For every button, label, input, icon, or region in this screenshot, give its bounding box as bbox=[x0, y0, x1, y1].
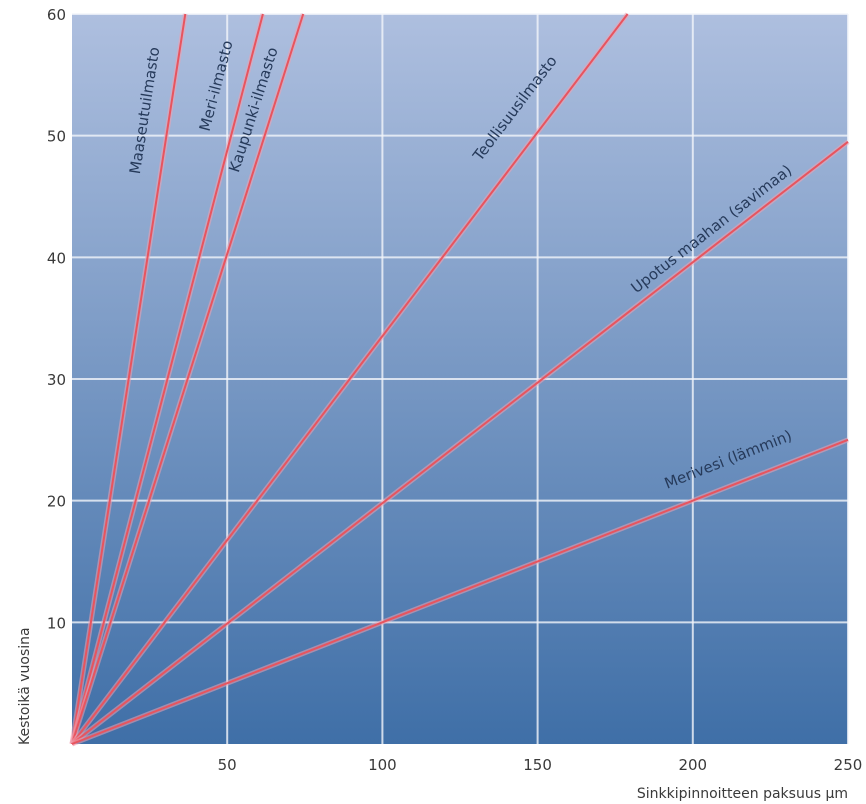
y-tick-label-5: 60 bbox=[47, 6, 66, 24]
y-axis-ticks: 10 20 30 40 50 60 bbox=[47, 6, 66, 632]
x-tick-label-0: 50 bbox=[218, 756, 237, 774]
x-tick-label-3: 200 bbox=[678, 756, 707, 774]
y-tick-label-2: 30 bbox=[47, 371, 66, 389]
y-tick-label-1: 20 bbox=[47, 493, 66, 511]
x-tick-label-4: 250 bbox=[834, 756, 863, 774]
y-axis-label: Kestoikä vuosina bbox=[17, 627, 33, 745]
series-line-5 bbox=[71, 438, 849, 745]
y-tick-label-3: 40 bbox=[47, 249, 66, 267]
x-axis-ticks: 50 100 150 200 250 bbox=[218, 756, 863, 774]
series-line-0 bbox=[71, 13, 187, 745]
y-tick-label-4: 50 bbox=[47, 128, 66, 146]
series-line-1 bbox=[71, 13, 264, 745]
series-line-2 bbox=[71, 13, 305, 745]
series-line-4 bbox=[71, 141, 849, 745]
x-tick-label-2: 150 bbox=[523, 756, 552, 774]
series-lines bbox=[69, 12, 850, 747]
y-tick-label-0: 10 bbox=[47, 614, 66, 632]
series-line-3 bbox=[71, 13, 629, 745]
x-axis-label: Sinkkipinnoitteen paksuus µm bbox=[637, 786, 848, 802]
x-tick-label-1: 100 bbox=[368, 756, 397, 774]
